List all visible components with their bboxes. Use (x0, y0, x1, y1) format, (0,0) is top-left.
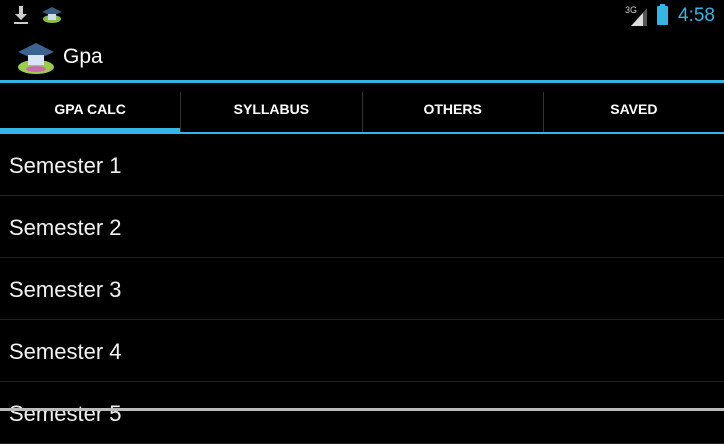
signal-icon: 3G (625, 5, 647, 26)
list-item[interactable]: Semester 4 (0, 320, 724, 382)
action-bar-divider (0, 80, 724, 83)
tab-bar: GPA CALC SYLLABUS OTHERS SAVED (0, 92, 724, 134)
tab-saved[interactable]: SAVED (542, 92, 724, 132)
tab-gpa-calc[interactable]: GPA CALC (0, 92, 181, 134)
semester-list: Semester 1 Semester 2 Semester 3 Semeste… (0, 134, 724, 444)
action-bar: Gpa (0, 32, 724, 80)
bottom-edge (0, 408, 724, 411)
tab-others[interactable]: OTHERS (361, 92, 543, 132)
app-logo-icon[interactable] (16, 40, 56, 76)
clock: 4:58 (678, 5, 715, 26)
status-bar: 3G 4:58 (0, 0, 724, 32)
svg-text:3G: 3G (625, 5, 637, 15)
battery-charging-icon (657, 4, 668, 25)
app-title: Gpa (63, 45, 103, 68)
app-icon (42, 7, 62, 23)
list-item[interactable]: Semester 3 (0, 258, 724, 320)
download-icon (14, 6, 28, 24)
tab-syllabus[interactable]: SYLLABUS (180, 92, 361, 132)
list-item[interactable]: Semester 5 (0, 382, 724, 444)
list-item[interactable]: Semester 1 (0, 134, 724, 196)
list-item[interactable]: Semester 2 (0, 196, 724, 258)
